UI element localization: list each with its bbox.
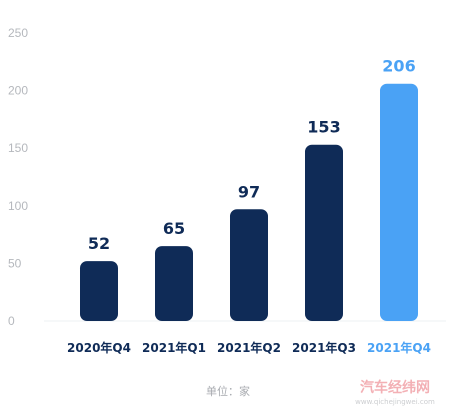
y-tick-label: 150	[8, 141, 28, 155]
value-label: 97	[238, 182, 260, 201]
y-tick-label: 0	[8, 314, 15, 328]
value-label: 65	[163, 219, 185, 238]
bar	[155, 246, 193, 321]
y-tick-label: 250	[8, 26, 28, 40]
y-tick-label: 200	[8, 84, 28, 98]
bar	[305, 144, 343, 321]
y-tick-label: 50	[8, 256, 22, 270]
bar	[230, 209, 268, 321]
y-axis-ticks: 0 50 100 150 200 250	[8, 26, 28, 328]
category-label: 2021年Q3	[292, 340, 356, 355]
watermark: 汽车经纬网 www.qichejingwei.com	[355, 379, 435, 406]
category-label: 2021年Q1	[142, 340, 206, 355]
value-label: 206	[382, 57, 415, 76]
value-label: 153	[307, 118, 340, 137]
category-label: 2021年Q2	[217, 340, 281, 355]
bar	[80, 261, 118, 321]
bar	[380, 83, 418, 321]
bars	[80, 83, 418, 321]
watermark-url: www.qichejingwei.com	[355, 398, 435, 406]
unit-label: 单位：家	[206, 384, 250, 398]
value-label: 52	[88, 234, 110, 253]
category-label: 2020年Q4	[67, 340, 131, 355]
watermark-text: 汽车经纬网	[360, 379, 430, 396]
y-tick-label: 100	[8, 199, 28, 213]
value-labels: 52 65 97 153 206	[88, 57, 416, 253]
category-label: 2021年Q4	[367, 340, 431, 355]
category-labels: 2020年Q4 2021年Q1 2021年Q2 2021年Q3 2021年Q4	[67, 340, 431, 355]
